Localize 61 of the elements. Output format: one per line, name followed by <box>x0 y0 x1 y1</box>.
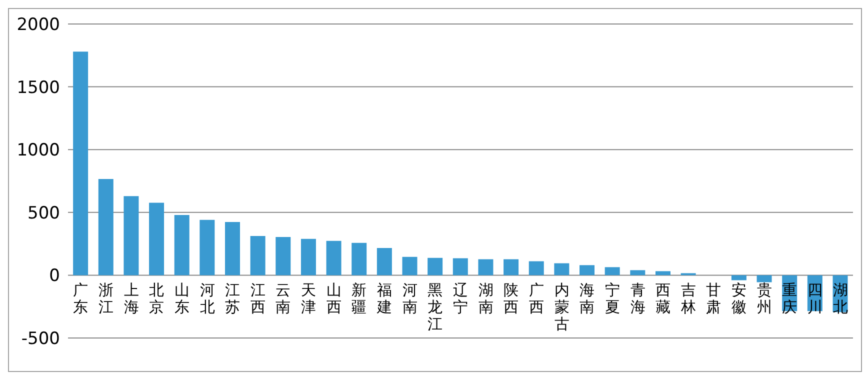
bar <box>504 259 519 276</box>
bar <box>604 267 620 276</box>
y-tick-label: 1000 <box>16 140 60 161</box>
x-tick-label: 河北 <box>200 281 215 316</box>
x-tick-label: 新疆 <box>352 281 367 316</box>
x-tick-label: 内蒙古 <box>554 281 570 334</box>
x-tick-label: 山东 <box>174 281 190 316</box>
bar <box>528 261 544 276</box>
y-tick-label: 2000 <box>16 15 60 36</box>
x-tick-label: 青海 <box>630 281 646 316</box>
x-tick-label: 天津 <box>301 281 316 316</box>
x-tick-label: 吉林 <box>680 281 696 316</box>
y-tick-label: 500 <box>28 203 60 224</box>
x-tick-label: 山西 <box>326 281 342 316</box>
bar <box>124 196 139 276</box>
x-tick-label: 福建 <box>376 281 392 316</box>
bar <box>756 275 772 282</box>
x-tick-label: 辽宁 <box>453 281 468 316</box>
x-tick-label: 黑龙江 <box>428 281 443 334</box>
y-tick-label: -500 <box>21 329 60 350</box>
x-tick-label: 贵州 <box>756 281 772 316</box>
x-tick-label: 江西 <box>250 281 266 316</box>
bar <box>428 258 443 276</box>
x-tick-label: 广东 <box>73 281 88 316</box>
bar <box>352 242 367 276</box>
bar <box>452 258 468 276</box>
bar <box>149 202 164 276</box>
bar <box>98 178 114 276</box>
x-tick-label: 浙江 <box>98 281 114 316</box>
bar <box>250 236 266 276</box>
bar <box>655 271 670 276</box>
x-tick-label: 北京 <box>149 281 164 316</box>
x-tick-label: 湖北 <box>832 281 848 316</box>
bar <box>731 275 746 280</box>
bar <box>73 52 88 276</box>
bar <box>580 265 595 276</box>
bar <box>630 270 646 276</box>
y-tick-label: 0 <box>49 266 60 286</box>
x-tick-label: 安徽 <box>732 281 747 316</box>
x-tick-label: 河南 <box>402 281 418 316</box>
bar <box>276 237 291 276</box>
bar <box>478 259 494 276</box>
x-tick-label: 海南 <box>580 281 595 316</box>
x-tick-label: 云南 <box>276 281 291 316</box>
x-tick-label: 西藏 <box>656 281 671 316</box>
bar <box>225 222 240 276</box>
x-tick-label: 湖南 <box>478 281 494 316</box>
x-tick-label: 陕西 <box>504 281 519 316</box>
bar <box>326 240 342 276</box>
bar <box>376 248 392 276</box>
bar <box>200 220 215 276</box>
x-tick-label: 江苏 <box>225 281 240 316</box>
bar <box>174 215 190 276</box>
bar <box>300 238 316 276</box>
x-tick-label: 宁夏 <box>604 281 620 316</box>
x-tick-label: 上海 <box>124 281 139 316</box>
bar <box>402 256 418 276</box>
y-tick-label: 1500 <box>16 78 60 98</box>
x-tick-label: 甘肃 <box>706 281 722 316</box>
bar <box>554 263 570 276</box>
x-tick-label: 广西 <box>528 281 544 316</box>
